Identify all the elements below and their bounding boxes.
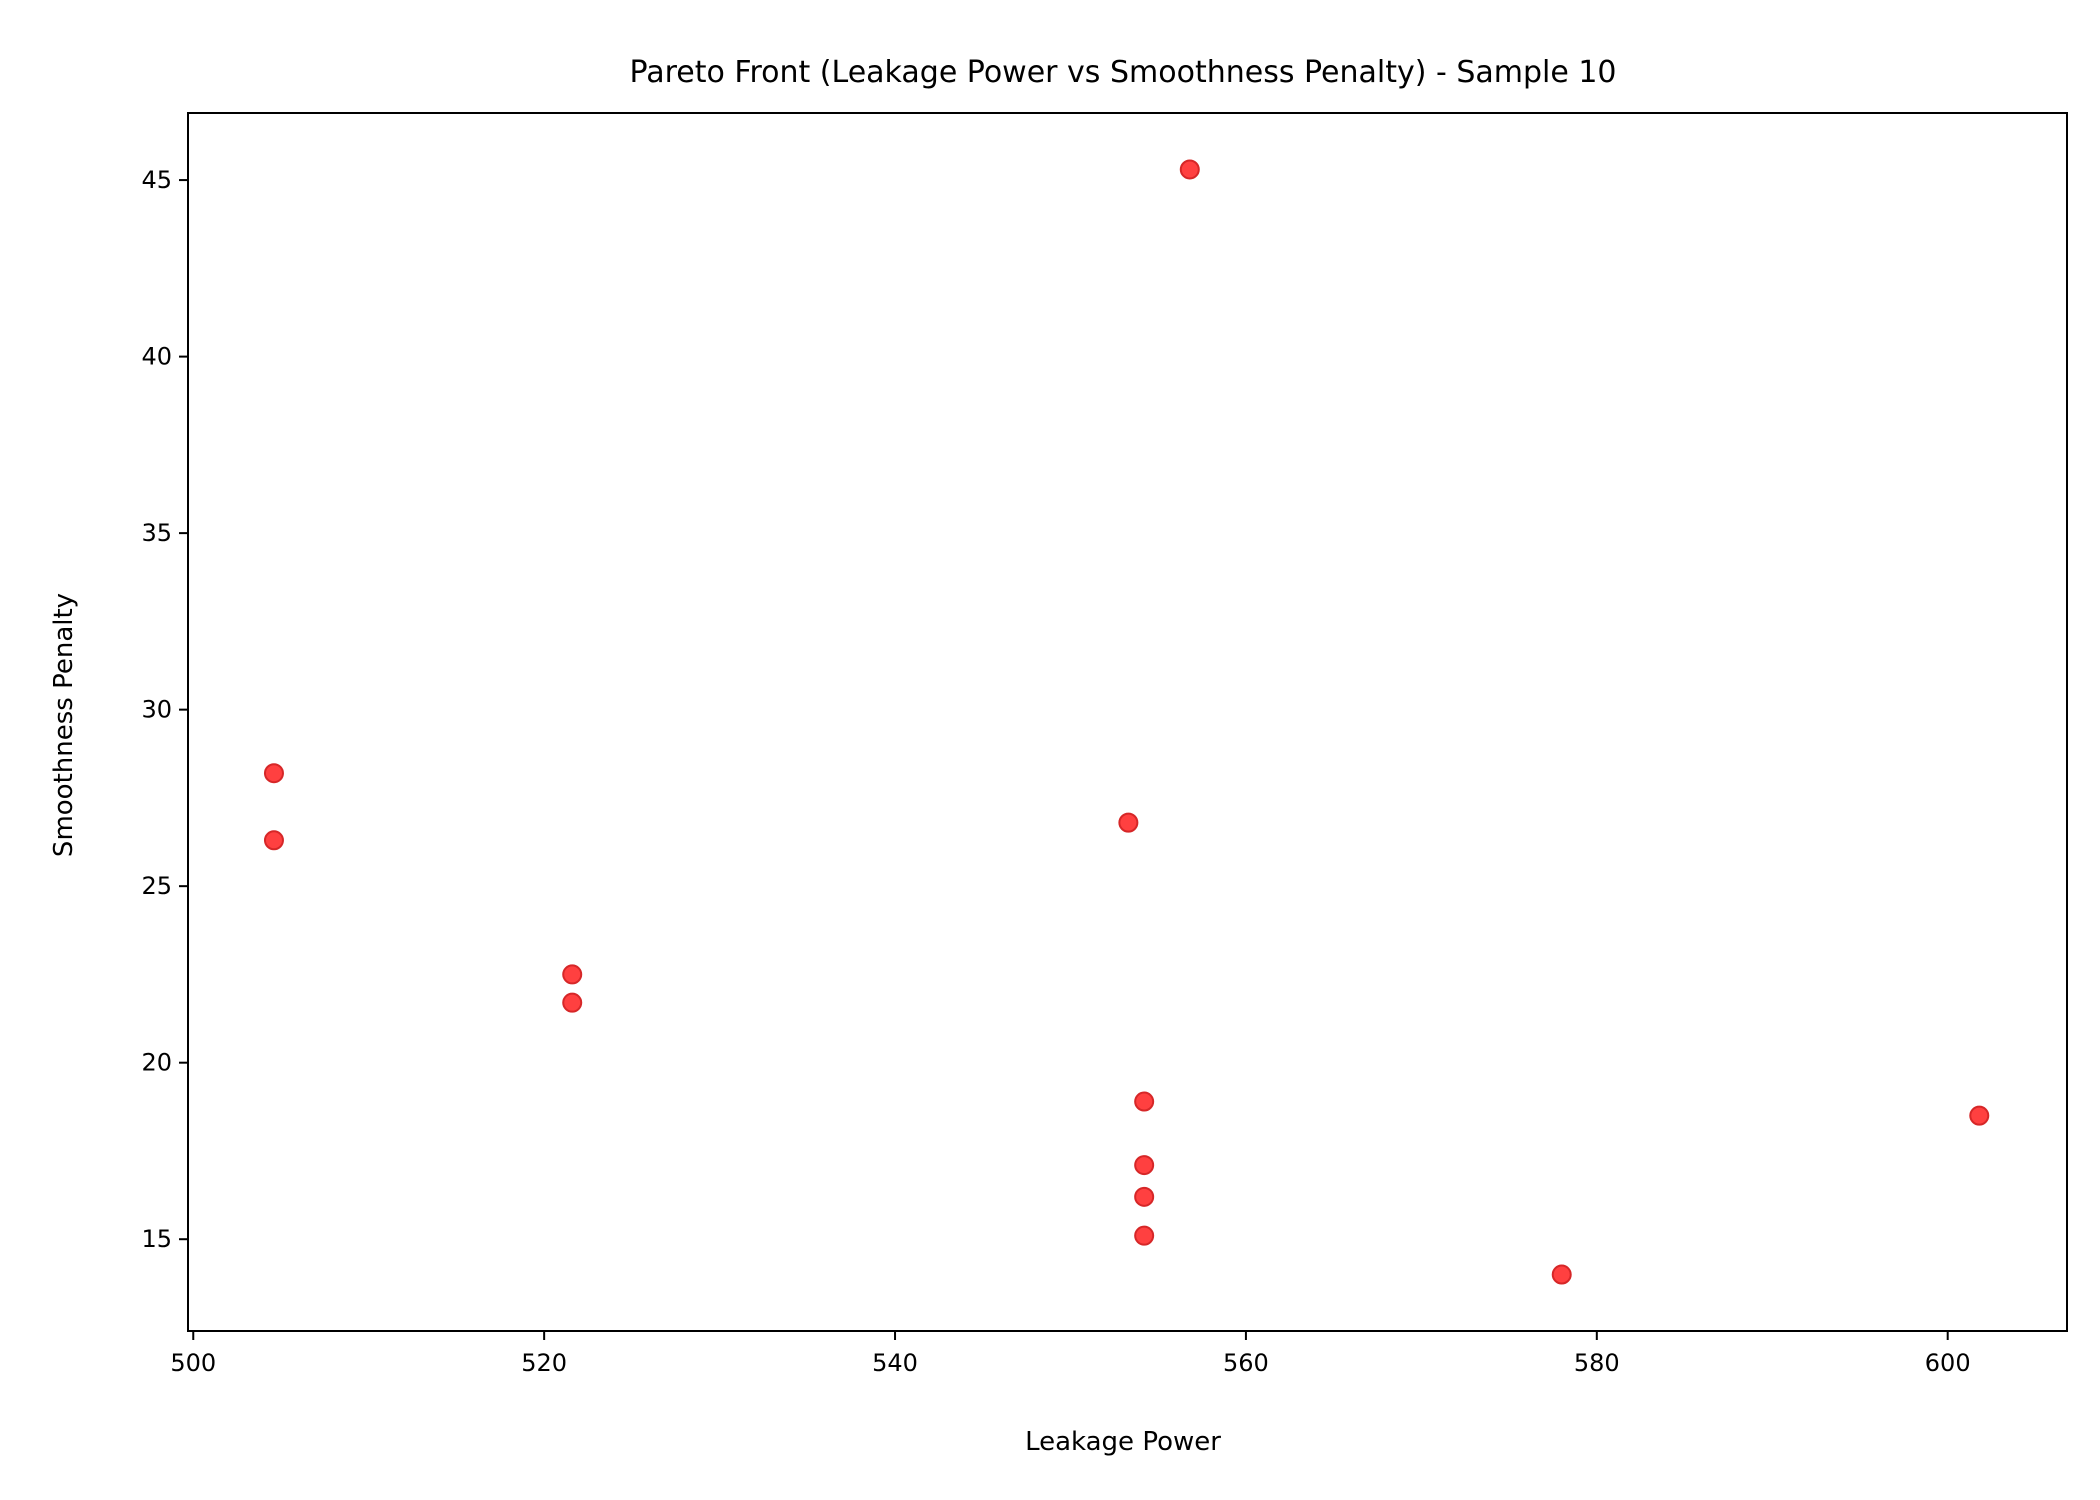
y-tick-label: 25 [141,872,172,900]
chart-title: Pareto Front (Leakage Power vs Smoothnes… [629,55,1616,90]
data-point [1134,1186,1155,1207]
data-point [1551,1264,1572,1285]
x-tick-label: 520 [521,1349,567,1377]
data-point [1969,1105,1990,1126]
data-point [263,830,284,851]
y-tick-label: 45 [141,166,172,194]
plot-area [187,112,2068,1332]
y-tick-label: 15 [141,1225,172,1253]
plot-frame [187,112,2068,1332]
data-point [1134,1091,1155,1112]
data-point [1118,812,1139,833]
x-tick-label: 580 [1574,1349,1620,1377]
y-tick-label: 40 [141,343,172,371]
data-point [263,763,284,784]
y-tick-label: 35 [141,519,172,547]
data-point [562,992,583,1013]
x-axis-ticks: 500 520 540 560 580 600 [170,1331,1971,1377]
x-tick-label: 560 [1223,1349,1269,1377]
y-tick-label: 30 [141,696,172,724]
data-points [263,159,1990,1285]
data-point [562,964,583,985]
y-axis-ticks: 15 20 25 30 35 40 45 [141,166,188,1253]
data-point [1179,159,1200,180]
x-tick-label: 500 [170,1349,216,1377]
x-tick-label: 540 [872,1349,918,1377]
x-axis-label: Leakage Power [1025,1427,1221,1457]
data-point [1134,1225,1155,1246]
y-axis-label: Smoothness Penalty [49,593,79,857]
x-tick-label: 600 [1925,1349,1971,1377]
data-point [1134,1155,1155,1176]
y-tick-label: 20 [141,1049,172,1077]
